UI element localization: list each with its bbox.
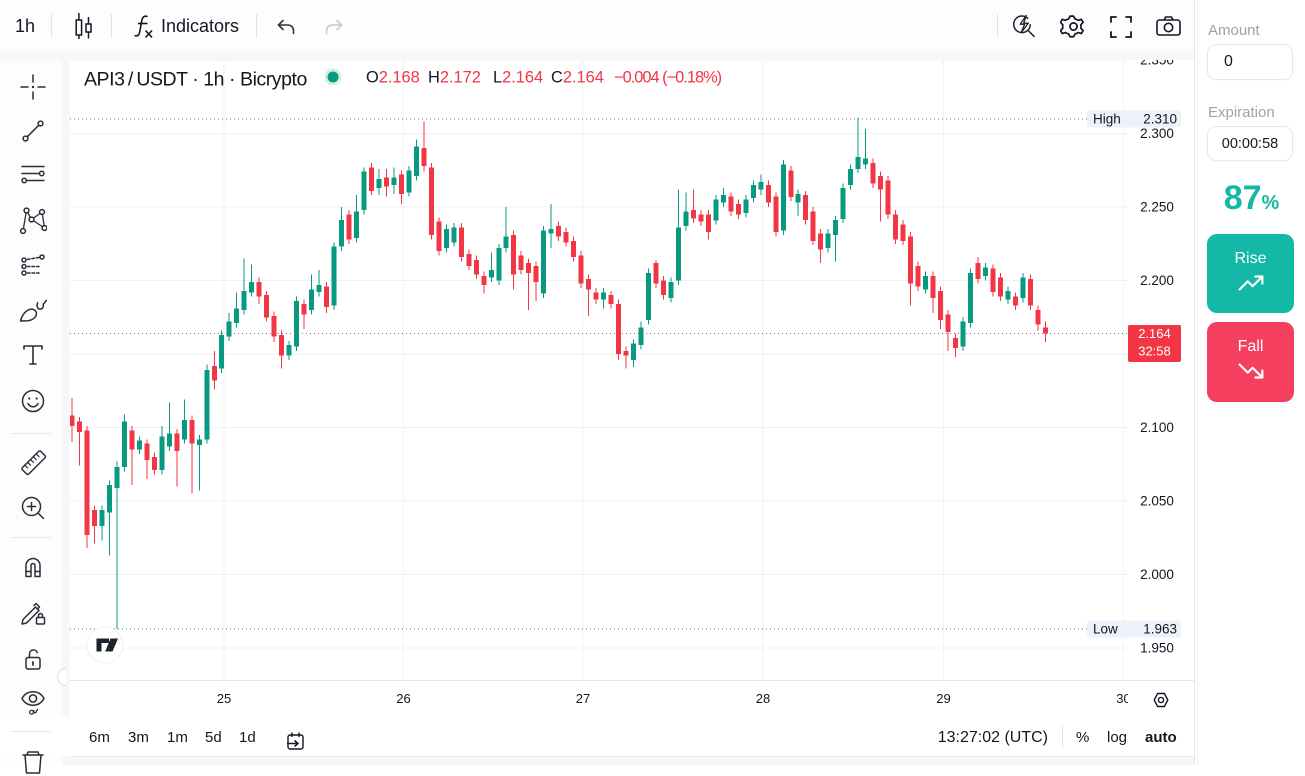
- svg-text:2.100: 2.100: [1140, 420, 1174, 435]
- svg-text:2.200: 2.200: [1140, 273, 1174, 288]
- svg-text:High: High: [1093, 111, 1121, 126]
- svg-text:2.250: 2.250: [1140, 200, 1174, 215]
- svg-text:API3 / USDT · 1h · Bicrypto: API3 / USDT · 1h · Bicrypto: [84, 69, 307, 91]
- svg-text:32:58: 32:58: [1138, 343, 1171, 358]
- svg-text:2.300: 2.300: [1140, 126, 1174, 141]
- svg-text:1.963: 1.963: [1143, 621, 1177, 636]
- svg-text:2.000: 2.000: [1140, 567, 1174, 582]
- svg-text:2.310: 2.310: [1143, 111, 1177, 126]
- svg-text:2.050: 2.050: [1140, 494, 1174, 509]
- svg-text:Low: Low: [1093, 621, 1118, 636]
- svg-text:2.164: 2.164: [1138, 326, 1171, 341]
- svg-text:2.350: 2.350: [1140, 60, 1174, 68]
- svg-text:1.950: 1.950: [1140, 641, 1174, 656]
